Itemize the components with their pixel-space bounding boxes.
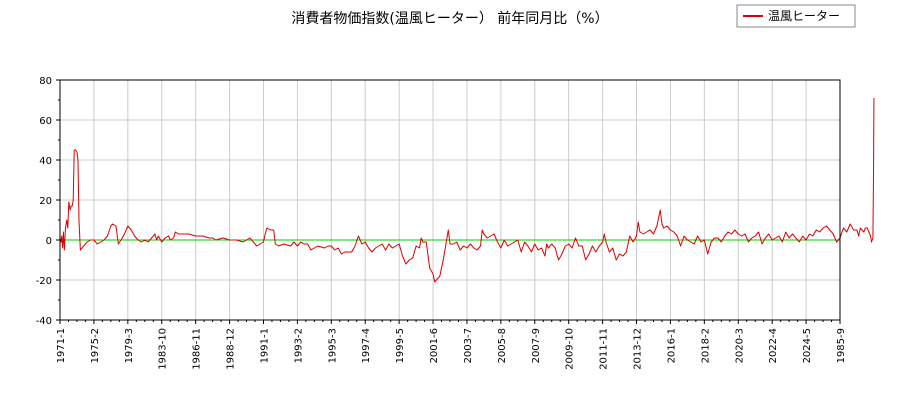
x-tick-label: 2022-4 bbox=[768, 328, 779, 363]
y-tick-label: 80 bbox=[39, 76, 52, 87]
x-tick-label: 1971-1 bbox=[56, 328, 67, 363]
x-tick-label: 1985-9 bbox=[836, 328, 847, 363]
x-axis: 1971-1 1975-2 1979-3 1983-10 1986-11 1988-12 1… bbox=[56, 320, 847, 370]
chart-title: 消費者物価指数(温風ヒーター） 前年同月比（%） bbox=[291, 10, 608, 27]
x-tick-label: 1993-2 bbox=[293, 328, 304, 363]
x-tick-label: 2024-5 bbox=[802, 328, 813, 363]
x-tick-label: 2020-3 bbox=[734, 328, 745, 363]
x-tick-label: 2011-11 bbox=[599, 328, 610, 370]
x-tick-label: 2009-10 bbox=[565, 328, 576, 370]
x-tick-label: 1999-5 bbox=[395, 328, 406, 363]
x-tick-label: 1975-2 bbox=[90, 328, 101, 363]
y-tick-label: -40 bbox=[36, 316, 52, 327]
x-tick-label: 1986-11 bbox=[192, 328, 203, 370]
y-tick-label: 20 bbox=[39, 196, 52, 207]
y-tick-label: 60 bbox=[39, 116, 52, 127]
legend-box bbox=[736, 4, 856, 28]
x-tick-label: 1983-10 bbox=[158, 328, 169, 370]
x-tick-label: 2007-9 bbox=[531, 328, 542, 363]
y-axis: -40 -20 0 20 40 60 80 bbox=[36, 76, 60, 327]
x-tick-label: 1995-3 bbox=[327, 328, 338, 363]
x-tick-label: 2018-2 bbox=[700, 328, 711, 363]
x-tick-label: 2003-7 bbox=[463, 328, 474, 363]
legend: 温風ヒーター bbox=[736, 4, 856, 28]
y-tick-label: 40 bbox=[39, 156, 52, 167]
x-tick-label: 1991-1 bbox=[259, 328, 270, 363]
x-tick-label: 1988-12 bbox=[226, 328, 237, 370]
x-tick-label: 2013-12 bbox=[633, 328, 644, 370]
plot-frame bbox=[59, 79, 841, 321]
series-group bbox=[59, 97, 875, 283]
y-tick-label: -20 bbox=[36, 276, 52, 287]
y-tick-label: 0 bbox=[46, 236, 52, 247]
x-tick-label: 2016-1 bbox=[666, 328, 677, 363]
x-tick-label: 2005-8 bbox=[497, 328, 508, 363]
series-line bbox=[59, 97, 875, 283]
x-tick-label: 2001-6 bbox=[429, 328, 440, 363]
x-tick-label: 1997-4 bbox=[361, 328, 372, 363]
legend-label: 温風ヒーター bbox=[768, 9, 840, 23]
x-tick-label: 1979-3 bbox=[124, 328, 135, 363]
